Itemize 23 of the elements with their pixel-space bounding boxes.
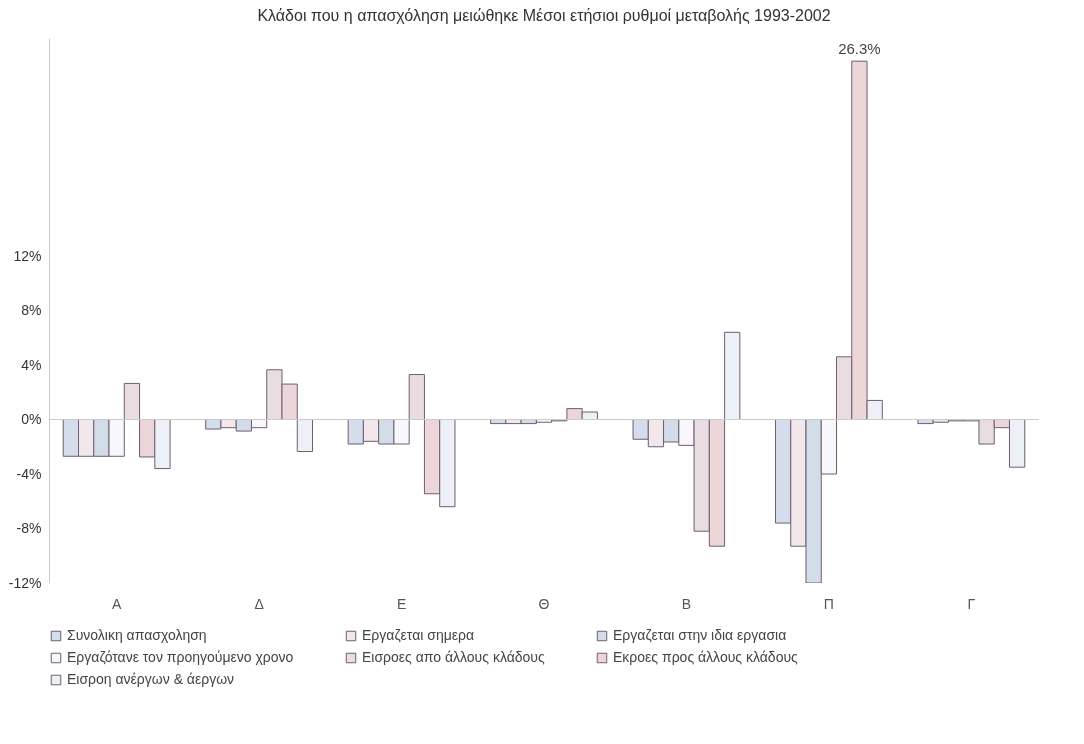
legend-label: Εισροη ανέργων & άεργων: [67, 671, 235, 687]
chart-title: Κλάδοι που η απασχόληση μειώθηκε Μέσοι ετήσιοι ρυθμοί μεταβολής 1993-2002: [257, 7, 831, 24]
legend-label: Εργαζεται σημερα: [362, 627, 475, 643]
x-tick-label: Β: [681, 595, 692, 612]
x-tick-label: Θ: [538, 595, 550, 612]
x-tick-label: Π: [823, 595, 834, 612]
x-tick-label: Δ: [254, 595, 264, 612]
x-tick-label: Α: [111, 595, 122, 612]
y-tick-label: -8%: [16, 520, 42, 536]
x-tick-label: Ε: [396, 595, 407, 612]
legend-label: Εκροες προς άλλους κλάδους: [613, 649, 799, 665]
y-tick-label: 8%: [21, 302, 42, 318]
y-tick-label: 4%: [21, 356, 42, 373]
data-label: 26.3%: [838, 40, 881, 58]
legend-label: Εργαζεται στην ιδια εργασια: [613, 627, 787, 643]
legend-label: Συνολικη απασχοληση: [67, 627, 207, 643]
y-tick-label: -4%: [16, 465, 42, 482]
y-tick-label: -12%: [8, 574, 42, 591]
legend-label: Εργαζότανε τον προηγούμενο χρονο: [67, 649, 294, 665]
legend-label: Εισροες απο άλλους κλάδους: [362, 649, 546, 665]
x-tick-label: Γ: [967, 595, 976, 612]
y-tick-label: 0%: [21, 411, 42, 427]
y-tick-label: 12%: [13, 247, 42, 264]
